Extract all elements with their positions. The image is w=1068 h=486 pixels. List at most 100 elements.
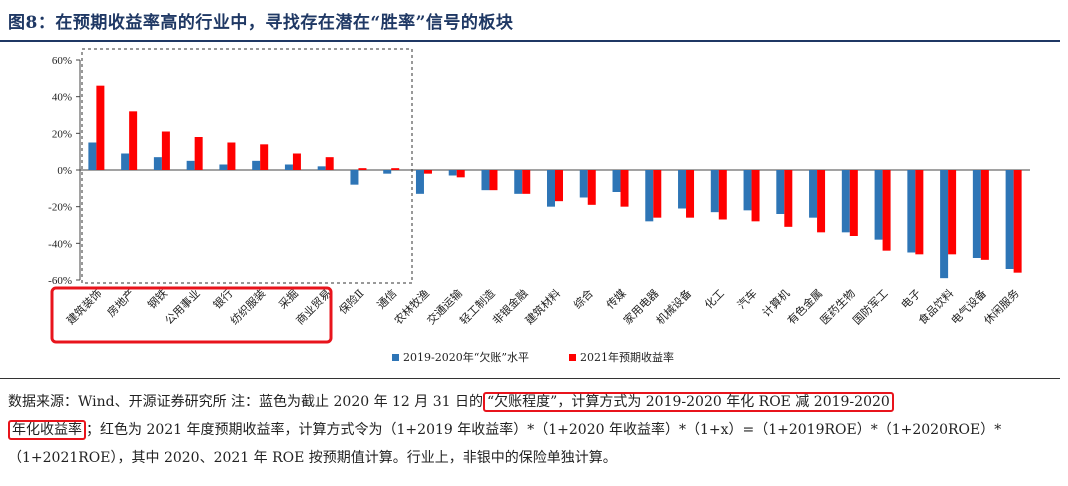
bar-red-16 xyxy=(620,170,629,207)
bar-red-27 xyxy=(980,170,989,260)
x-tick-label: 农林牧渔 xyxy=(391,286,432,327)
y-tick-label: 20% xyxy=(52,128,72,140)
x-tick-label: 建筑材料 xyxy=(522,286,563,327)
bar-red-6 xyxy=(292,153,301,170)
y-tick-label: 60% xyxy=(52,55,72,67)
bar-red-4 xyxy=(227,142,236,170)
bar-red-17 xyxy=(653,170,662,218)
bar-blue-15 xyxy=(579,170,588,198)
bar-red-25 xyxy=(915,170,924,255)
x-tick-label: 通信 xyxy=(375,287,400,312)
x-tick-label: 钢铁 xyxy=(145,287,170,312)
bars-layer xyxy=(88,85,1022,279)
bar-blue-23 xyxy=(841,170,850,233)
bar-blue-13 xyxy=(514,170,523,194)
source-note: 数据来源：Wind、开源证券研究所 注：蓝色为截止 2020 年 12 月 31… xyxy=(8,388,1058,472)
x-tick-label: 交通运输 xyxy=(424,286,465,327)
bar-blue-28 xyxy=(1005,170,1014,269)
x-tick-label: 传媒 xyxy=(604,287,629,312)
bar-blue-12 xyxy=(481,170,490,191)
x-tick-label: 建筑装饰 xyxy=(63,286,104,327)
note-text-1: 数据来源：Wind、开源证券研究所 注：蓝色为截止 2020 年 12 月 31… xyxy=(8,394,484,410)
bar-blue-4 xyxy=(219,164,228,170)
bar-blue-24 xyxy=(874,170,883,240)
bar-red-7 xyxy=(325,157,334,170)
y-tick-label: -20% xyxy=(48,202,72,214)
x-tick-label: 家用电器 xyxy=(620,286,661,327)
x-tick-label: 纺织服装 xyxy=(227,286,268,327)
x-tick-label: 食品饮料 xyxy=(915,286,956,327)
bar-blue-27 xyxy=(972,170,981,258)
bar-red-14 xyxy=(555,170,563,202)
bar-blue-21 xyxy=(776,170,785,214)
x-tick-label: 公用事业 xyxy=(162,287,202,327)
y-tick-label: 40% xyxy=(52,92,72,104)
bar-red-13 xyxy=(522,170,531,194)
legend-label-0: 2019-2020年“欠账”水平 xyxy=(403,350,529,364)
x-tick-label: 有色金属 xyxy=(784,286,825,327)
note-text-2: ；红色为 2021 年度预期收益率，计算方式令为（1+2019 年收益率）*（1… xyxy=(8,422,1002,466)
bar-red-28 xyxy=(1013,170,1022,273)
bar-red-5 xyxy=(260,144,269,170)
x-tick-label: 医药生物 xyxy=(817,286,858,327)
bar-blue-0 xyxy=(88,142,97,170)
highlight-red-box xyxy=(50,286,333,344)
legend-swatch-0 xyxy=(392,354,399,361)
bar-blue-26 xyxy=(940,170,949,279)
legend-swatch-1 xyxy=(569,354,576,361)
bar-red-24 xyxy=(882,170,891,251)
x-tick-label: 休闲服务 xyxy=(981,286,1022,327)
y-tick-label: -40% xyxy=(48,238,72,250)
bar-blue-9 xyxy=(383,170,392,174)
note-highlight-2: 年化收益率 xyxy=(8,420,86,440)
bar-blue-16 xyxy=(612,170,621,192)
bar-red-22 xyxy=(817,170,826,233)
bar-blue-3 xyxy=(186,160,195,170)
x-tick-label: 电子 xyxy=(899,287,924,312)
bar-blue-14 xyxy=(547,170,555,207)
bar-blue-8 xyxy=(350,170,359,185)
bar-red-1 xyxy=(129,111,138,170)
bar-red-0 xyxy=(96,85,105,170)
bar-blue-6 xyxy=(284,164,293,170)
x-tick-label: 房地产 xyxy=(104,286,137,319)
x-tick-label: 轻工制造 xyxy=(457,286,498,327)
bar-blue-22 xyxy=(809,170,818,218)
y-tick-label: -60% xyxy=(48,275,72,287)
legend: 2019-2020年“欠账”水平 2021年预期收益率 xyxy=(392,350,674,364)
bar-red-12 xyxy=(489,170,498,191)
bar-blue-11 xyxy=(448,170,457,176)
x-tick-label: 机械设备 xyxy=(653,286,694,327)
bar-blue-1 xyxy=(121,153,130,170)
bar-red-20 xyxy=(751,170,760,222)
x-tick-label: 银行 xyxy=(210,286,235,311)
bar-red-3 xyxy=(194,137,203,170)
highlight-dashed-box xyxy=(81,48,413,284)
x-tick-label: 综合 xyxy=(570,286,595,311)
x-tick-label: 商业贸易 xyxy=(293,286,334,327)
x-tick-label: 非银金融 xyxy=(489,286,530,327)
bar-blue-25 xyxy=(907,170,916,253)
legend-label-1: 2021年预期收益率 xyxy=(580,350,674,364)
bar-red-26 xyxy=(948,170,957,255)
bar-blue-10 xyxy=(415,170,424,194)
bar-blue-7 xyxy=(317,166,326,170)
x-tick-label: 采掘 xyxy=(276,286,301,311)
bar-blue-18 xyxy=(678,170,687,209)
bar-red-21 xyxy=(784,170,793,227)
x-tick-label: 保险Ⅱ xyxy=(336,286,367,317)
bar-red-10 xyxy=(423,170,432,174)
note-highlight-1: “欠账程度”，计算方式为 2019-2020 年化 ROE 减 2019-202… xyxy=(483,392,894,412)
bar-blue-19 xyxy=(710,170,719,213)
bar-red-2 xyxy=(161,131,170,170)
figure-title: 图8：在预期收益率高的行业中，寻找存在潜在“胜率”信号的板块 xyxy=(8,13,514,33)
y-tick-label: 0% xyxy=(57,165,72,177)
bar-red-23 xyxy=(849,170,858,236)
x-tick-label: 汽车 xyxy=(734,286,759,311)
x-tick-label: 电气设备 xyxy=(948,286,989,327)
bar-red-15 xyxy=(587,170,596,205)
bar-red-9 xyxy=(391,168,400,170)
bar-red-11 xyxy=(456,170,465,178)
bar-blue-17 xyxy=(645,170,654,222)
